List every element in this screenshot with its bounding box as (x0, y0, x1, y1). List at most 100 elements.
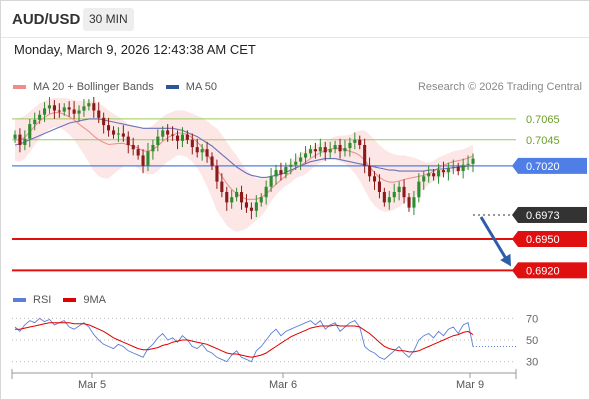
candle-body (23, 138, 27, 145)
legend-swatch-ma50 (165, 85, 179, 89)
rsi-9ma-line (15, 322, 474, 358)
candle-body (417, 181, 421, 198)
projection (479, 216, 511, 267)
candle-body (387, 197, 391, 203)
candle-body (279, 170, 283, 175)
level-label-0: 0.7065 (526, 114, 560, 126)
candle-body (240, 192, 244, 203)
candle-body (235, 192, 239, 198)
rsi-tick-label: 70 (526, 313, 538, 325)
candle-body (38, 114, 42, 120)
candle-body (446, 168, 450, 173)
candle-body (136, 149, 140, 156)
candle-body (363, 145, 367, 166)
level-tag-pointer-4 (512, 231, 518, 247)
rsi-tick-label: 30 (526, 357, 538, 369)
candle-body (318, 147, 322, 152)
candle-body (146, 151, 150, 166)
candle-body (338, 145, 342, 152)
candle-body (343, 148, 347, 152)
moving-averages (14, 112, 474, 200)
candle-body (274, 170, 278, 177)
candle-body (289, 164, 293, 167)
candle-body (397, 186, 401, 192)
level-label-2: 0.7020 (526, 161, 560, 173)
candle-body (176, 135, 180, 141)
rsi-panel: 70 50 30 (12, 313, 538, 369)
candle-body (62, 107, 66, 112)
x-tick-label: Mar 9 (456, 379, 484, 391)
x-tick-label: Mar 6 (269, 379, 297, 391)
candle-body (373, 176, 377, 182)
symbol-title: AUD/USD (12, 11, 81, 28)
legend-label-ma50: MA 50 (185, 81, 217, 93)
level-tag-bg-3 (518, 206, 587, 223)
candle-body (377, 181, 381, 192)
candle-body (348, 142, 352, 149)
candle-body (471, 158, 475, 164)
candle-body (269, 176, 273, 187)
bollinger-fill (15, 98, 473, 232)
candle-body (151, 145, 155, 152)
candle-body (18, 134, 22, 145)
candle-body (284, 166, 288, 175)
candle-body (230, 197, 234, 203)
level-label-3: 0.6973 (526, 210, 560, 222)
candle-body (264, 186, 268, 198)
candle-body (323, 147, 327, 153)
level-label-4: 0.6950 (526, 234, 560, 246)
rsi-line (14, 317, 474, 363)
candle-body (254, 202, 258, 211)
candle-body (87, 103, 91, 107)
x-tick-label: Mar 5 (78, 379, 106, 391)
candle-body (402, 186, 406, 198)
level-tag-pointer-3 (512, 206, 518, 223)
candle-body (244, 202, 248, 208)
candle-body (422, 176, 426, 182)
legend-swatch-rsi (13, 298, 26, 302)
candle-body (107, 125, 111, 131)
candle-body (451, 166, 455, 168)
candle-body (205, 149, 209, 157)
candle-body (220, 181, 224, 192)
x-axis: Mar 5 Mar 6 Mar 9 (11, 369, 517, 391)
rsi-legend: RSI 9MA (13, 294, 118, 306)
candle-body (195, 147, 199, 153)
candle-body (456, 166, 460, 172)
level-tag-bg-2 (518, 157, 587, 174)
candle-body (97, 110, 101, 118)
candle-body (432, 173, 436, 177)
candle-body (57, 110, 61, 112)
legend-swatch-9ma (63, 298, 77, 302)
price-levels (12, 118, 516, 272)
candle-body (33, 119, 37, 125)
price-tags: 0.7065 0.7045 0.7020 0.6973 0.6950 0.6920 (512, 114, 587, 279)
candle-body (333, 145, 337, 150)
candle-body (102, 117, 106, 126)
candle-body (200, 149, 204, 153)
bollinger-band (15, 98, 473, 232)
level-tag-bg-4 (518, 231, 587, 247)
candle-body (47, 105, 51, 109)
projection-arrow-shaft (479, 216, 509, 262)
level-tag-bg-5 (518, 262, 587, 279)
candle-body (353, 139, 357, 143)
candle-body (171, 134, 175, 136)
legend-label-9ma: 9MA (83, 294, 106, 306)
candle-body (13, 134, 17, 139)
timeframe-selector[interactable]: 30 MIN (83, 8, 134, 31)
legend-swatch-ma20 (13, 85, 26, 89)
candle-body (461, 164, 465, 172)
candle-body (309, 149, 313, 154)
legend-label-ma20: MA 20 + Bollinger Bands (33, 81, 154, 93)
main-legend: MA 20 + Bollinger Bands MA 50 (13, 81, 229, 93)
candle-body (294, 161, 298, 165)
header-bar: AUD/USD 30 MIN (1, 1, 589, 38)
candle-body (131, 145, 135, 150)
ma50-line (14, 118, 473, 178)
candle-body (28, 124, 32, 139)
candle-body (126, 136, 130, 145)
rsi-tick-label: 50 (526, 335, 538, 347)
